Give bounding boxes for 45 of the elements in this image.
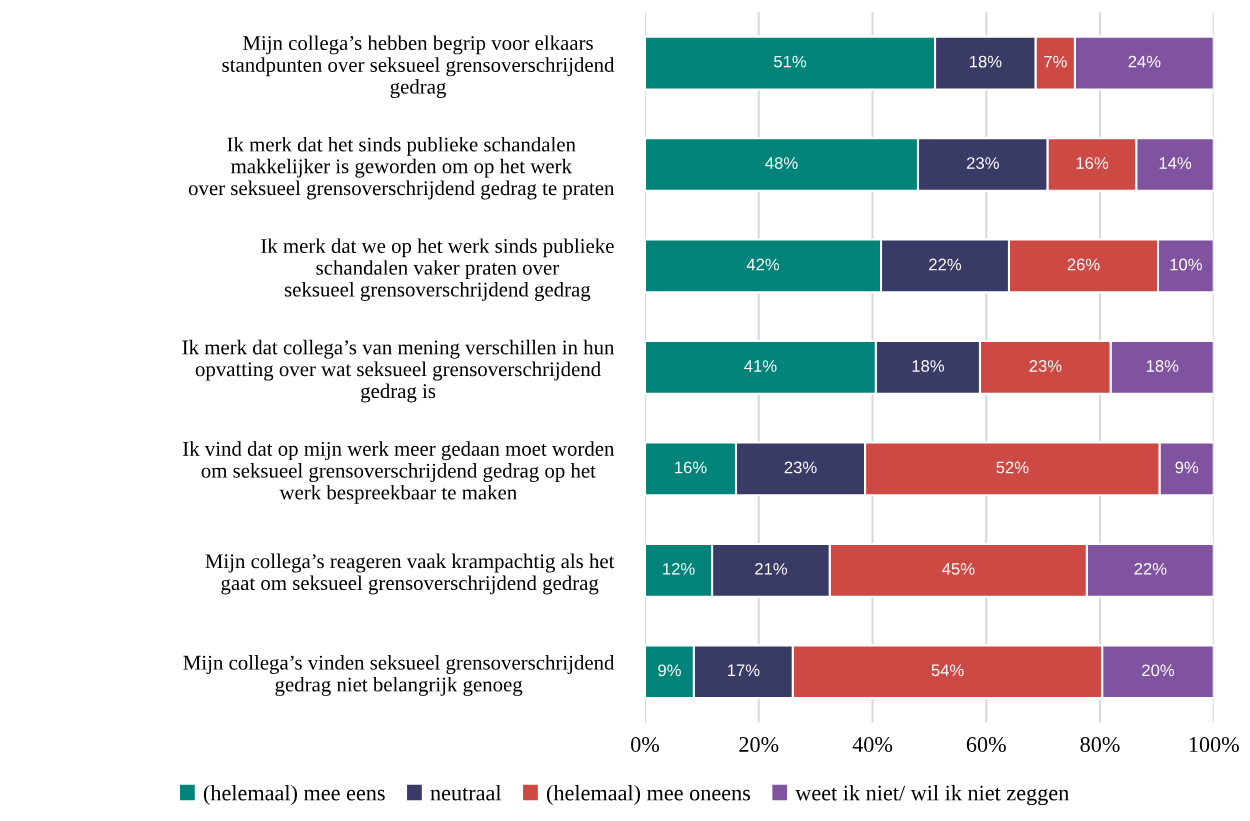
- legend-label: neutraal: [430, 784, 502, 801]
- y-tick-label: Ik vind dat op mijn werk meer gedaan moet worden om seksueel grensoverschrijdend gedrag op het werk bespreekbaar te maken: [183, 441, 615, 504]
- y-tick-label: Mijn collega’s hebben begrip voor elkaars standpunten over seksueel grensoverschrijdend gedrag: [222, 35, 615, 99]
- data-label: 23%: [784, 461, 817, 474]
- y-tick-label: Ik merk dat collega’s van mening verschillen in hun opvatting over wat seksueel grensoverschrijdend gedrag is: [182, 339, 615, 403]
- data-label: 45%: [942, 563, 975, 575]
- data-label: 22%: [929, 258, 962, 271]
- data-label: 51%: [774, 55, 807, 68]
- data-label: 48%: [765, 157, 798, 169]
- y-tick-label: Mijn collega’s reageren vaak krampachtig als het gaat om seksueel grensoverschrijdend gedrag: [205, 553, 615, 595]
- data-label: 16%: [675, 461, 707, 474]
- data-label: 10%: [1170, 258, 1202, 271]
- data-label: 23%: [967, 157, 999, 169]
- legend-label: weet ik niet/ wil ik niet zeggen: [795, 784, 1069, 806]
- x-tick-label: 20%: [739, 737, 779, 753]
- data-label: 54%: [931, 664, 964, 677]
- data-label: 23%: [1029, 360, 1062, 372]
- legend-label: (helemaal) mee eens: [203, 784, 385, 806]
- data-label: 41%: [744, 360, 777, 372]
- data-label: 22%: [1134, 562, 1167, 575]
- data-label: 18%: [912, 360, 945, 372]
- data-label: 18%: [1146, 360, 1179, 372]
- x-tick-label: 80%: [1080, 737, 1120, 753]
- data-label: 14%: [1159, 157, 1192, 169]
- x-tick-label: 60%: [966, 737, 1006, 753]
- x-tick-label: 0%: [631, 737, 660, 753]
- x-tick-label: 40%: [852, 737, 893, 753]
- data-label: 26%: [1067, 258, 1100, 271]
- data-label: 20%: [1142, 664, 1175, 677]
- data-label: 24%: [1128, 55, 1161, 68]
- data-label: 18%: [969, 55, 1002, 68]
- data-label: 9%: [1175, 461, 1199, 474]
- data-label: 21%: [755, 562, 788, 575]
- legend-label: (helemaal) mee oneens: [546, 784, 751, 806]
- data-label: 17%: [727, 664, 760, 677]
- x-tick-label: 100%: [1189, 737, 1239, 753]
- data-label: 7%: [1044, 55, 1067, 68]
- y-tick-label: Ik merk dat we op het werk sinds publieke schandalen vaker praten over seksueel grensoverschrijdend gedrag: [261, 238, 614, 301]
- y-tick-label: Mijn collega’s vinden seksueel grensoverschrijdend gedrag niet belangrijk genoeg: [183, 655, 615, 696]
- data-label: 12%: [663, 562, 695, 575]
- data-label: 16%: [1076, 157, 1109, 169]
- data-label: 52%: [996, 461, 1029, 474]
- data-label: 42%: [746, 258, 780, 271]
- y-tick-label: Ik merk dat het sinds publieke schandalen makkelijker is geworden om op het werk over seksueel grensoverschrijdend gedrag te praten: [188, 136, 615, 200]
- data-label: 9%: [658, 664, 681, 677]
